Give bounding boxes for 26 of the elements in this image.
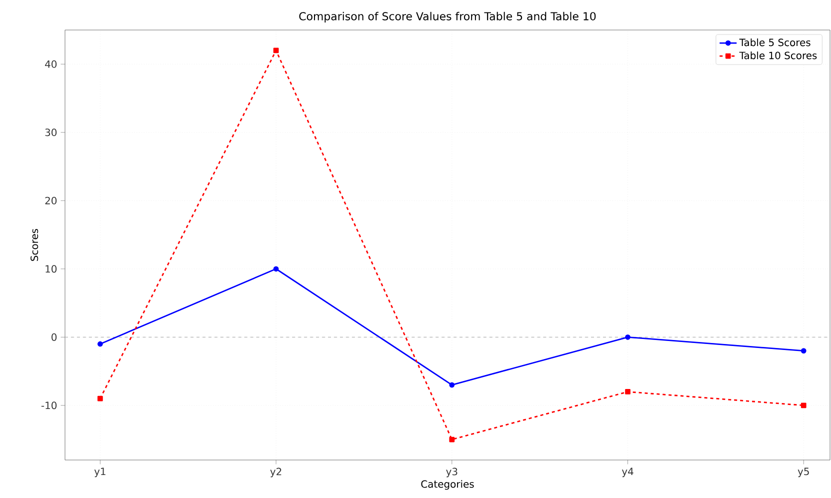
y-tick-label: 0: [52, 333, 57, 341]
y-tick-label: 10: [46, 265, 57, 273]
point: [97, 341, 103, 347]
y-tick-label: 20: [45, 196, 57, 204]
x-axis-title: Categories: [421, 480, 474, 490]
legend-label: Table 10 Scores: [739, 52, 817, 60]
point: [625, 389, 630, 394]
point: [625, 334, 630, 340]
point: [800, 402, 806, 408]
point: [449, 382, 455, 388]
chart-title: Comparison of Score Values from Table 5 and Table 10: [299, 12, 596, 22]
x-tick-label: y3: [446, 468, 458, 478]
point: [97, 396, 103, 402]
y-tick-label: 30: [45, 128, 57, 136]
x-tick-label: y1: [94, 468, 106, 478]
y-tick-label: -10: [41, 402, 57, 410]
point: [800, 348, 806, 354]
y-axis-title: Scores: [30, 228, 38, 261]
y-tick-label: 40: [45, 60, 57, 68]
x-tick-label: y5: [798, 468, 809, 478]
legend-label: Table 5 Scores: [739, 38, 810, 46]
point: [449, 436, 455, 442]
point: [273, 266, 279, 272]
x-tick-label: y4: [622, 468, 634, 478]
point: [273, 48, 279, 54]
x-tick-label: y2: [270, 468, 282, 478]
